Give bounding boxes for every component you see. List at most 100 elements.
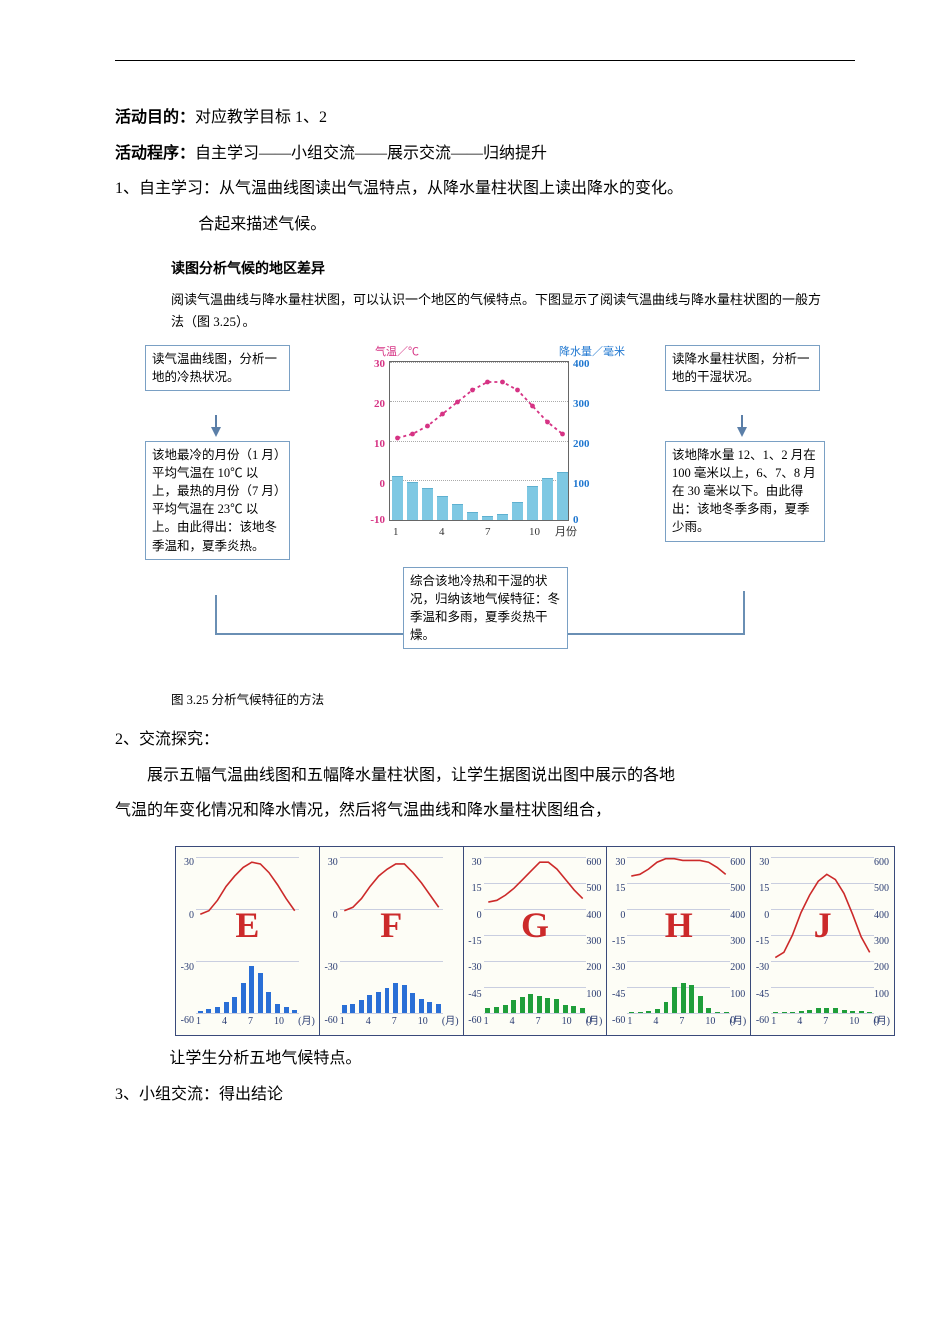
after-strip-line: 让学生分析五地气候特点。 <box>115 1042 855 1076</box>
ytick-left: 20 <box>355 397 385 413</box>
ytick-left: -45 <box>609 984 625 1005</box>
activity-procedure-text: 自主学习——小组交流——展示交流——归纳提升 <box>195 145 547 162</box>
climate-panel-F: 300-30-60F14710(月) <box>320 846 464 1036</box>
flow-box-left-bottom: 该地最冷的月份（1 月）平均气温在 10℃ 以上，最热的月份（7 月）平均气温在… <box>145 441 290 560</box>
fig325-plot-area <box>389 361 569 521</box>
xtick: 10 <box>274 1011 284 1032</box>
ytick-left: -60 <box>322 1010 338 1031</box>
step2-line-a: 展示五幅气温曲线图和五幅降水量柱状图，让学生据图说出图中展示的各地 <box>115 759 855 793</box>
ytick-right: 400 <box>586 905 604 926</box>
ytick-right: 600 <box>730 852 748 873</box>
activity-purpose-text: 对应教学目标 1、2 <box>195 109 327 126</box>
ytick-left: -60 <box>178 1010 194 1031</box>
xtick: 4 <box>222 1011 227 1032</box>
climate-panel-E: 300-30-60E14710(月) <box>175 846 320 1036</box>
connector <box>743 591 745 635</box>
ytick-left: 30 <box>178 852 194 873</box>
x-unit: (月) <box>298 1011 315 1032</box>
step2-heading: 2、交流探究： <box>115 723 855 757</box>
ytick-left: 30 <box>753 852 769 873</box>
page-top-rule <box>115 60 855 61</box>
ytick-left: 30 <box>322 852 338 873</box>
fig325-caption: 图 3.25 分析气候特征的方法 <box>145 687 825 713</box>
x-unit: (月) <box>730 1011 747 1032</box>
ytick-right: 300 <box>874 931 892 952</box>
ytick-right: 300 <box>586 931 604 952</box>
ytick-right: 100 <box>874 984 892 1005</box>
x-unit: (月) <box>873 1011 890 1032</box>
connector <box>215 595 217 635</box>
climate-panel-J: 30150-15-30-45-606005004003002001000J147… <box>751 846 895 1036</box>
ytick-right: 300 <box>573 397 603 413</box>
xtick: 4 <box>510 1011 515 1032</box>
xtick: 10 <box>562 1011 572 1032</box>
xtick: 1 <box>627 1011 632 1032</box>
ytick-right: 400 <box>573 357 603 373</box>
fig325-chart: 气温／℃ 降水量／毫米 30 20 10 0 -10 400 300 200 1… <box>355 349 605 549</box>
ytick-left: -45 <box>466 984 482 1005</box>
flow-box-right-bottom: 该地降水量 12、1、2 月在 100 毫米以上，6、7、8 月 在 30 毫米… <box>665 441 825 542</box>
ytick-left: -60 <box>753 1010 769 1031</box>
step1-line-b: 合起来描述气候。 <box>115 208 855 242</box>
xtick: 7 <box>485 525 491 541</box>
xtick: 7 <box>392 1011 397 1032</box>
fig325-title: 读图分析气候的地区差异 <box>145 255 825 284</box>
plot-area: G <box>484 857 587 1013</box>
ytick-right: 600 <box>874 852 892 873</box>
temp-line <box>196 857 299 1013</box>
xtick: 7 <box>679 1011 684 1032</box>
ytick-right: 600 <box>586 852 604 873</box>
ytick-right: 500 <box>586 878 604 899</box>
plot-area: J <box>771 857 874 1013</box>
step2-line-b: 气温的年变化情况和降水情况，然后将气温曲线和降水量柱状图组合， <box>115 794 855 828</box>
five-panel-chart-strip: 300-30-60E14710(月)300-30-60F14710(月)3015… <box>175 846 895 1036</box>
ytick-right: 500 <box>874 878 892 899</box>
ytick-left: 0 <box>355 477 385 493</box>
x-unit: (月) <box>442 1011 459 1032</box>
arrow-icon <box>211 427 221 437</box>
connector <box>568 633 745 635</box>
ytick-left: 15 <box>466 878 482 899</box>
ytick-left: -30 <box>466 957 482 978</box>
temp-line <box>771 857 874 1013</box>
xtick: 1 <box>393 525 399 541</box>
ytick-left: -10 <box>355 513 385 529</box>
ytick-right: 400 <box>730 905 748 926</box>
plot-area: F <box>340 857 443 1013</box>
xtick: 10 <box>849 1011 859 1032</box>
ytick-left: 0 <box>322 905 338 926</box>
ytick-left: -15 <box>466 931 482 952</box>
ytick-right: 500 <box>730 878 748 899</box>
ytick-right: 400 <box>874 905 892 926</box>
step3-line: 3、小组交流：得出结论 <box>115 1078 855 1112</box>
ytick-right: 100 <box>586 984 604 1005</box>
ytick-left: -30 <box>609 957 625 978</box>
ytick-left: 10 <box>355 437 385 453</box>
x-unit: 月份 <box>555 525 577 541</box>
activity-purpose: 活动目的：对应教学目标 1、2 <box>115 101 855 135</box>
plot-area: H <box>627 857 730 1013</box>
temp-line <box>484 857 587 1013</box>
ytick-left: -30 <box>178 957 194 978</box>
xtick: 1 <box>771 1011 776 1032</box>
ytick-left: 0 <box>466 905 482 926</box>
ytick-right: 100 <box>573 477 603 493</box>
ytick-left: 0 <box>753 905 769 926</box>
connector <box>215 633 403 635</box>
fig325-intro: 阅读气温曲线与降水量柱状图，可以认识一个地区的气候特点。下图显示了阅读气温曲线与… <box>145 289 825 333</box>
xtick: 7 <box>823 1011 828 1032</box>
xtick: 7 <box>248 1011 253 1032</box>
activity-procedure: 活动程序：自主学习——小组交流——展示交流——归纳提升 <box>115 137 855 171</box>
xtick: 4 <box>797 1011 802 1032</box>
temp-line <box>627 857 730 1013</box>
arrow-icon <box>737 427 747 437</box>
ytick-right: 300 <box>730 931 748 952</box>
xtick: 10 <box>418 1011 428 1032</box>
climate-panel-G: 30150-15-30-45-606005004003002001000G147… <box>464 846 608 1036</box>
ytick-right: 200 <box>730 957 748 978</box>
ytick-left: -30 <box>322 957 338 978</box>
ytick-right: 200 <box>874 957 892 978</box>
xtick: 4 <box>439 525 445 541</box>
ytick-right: 200 <box>573 437 603 453</box>
xtick: 4 <box>653 1011 658 1032</box>
